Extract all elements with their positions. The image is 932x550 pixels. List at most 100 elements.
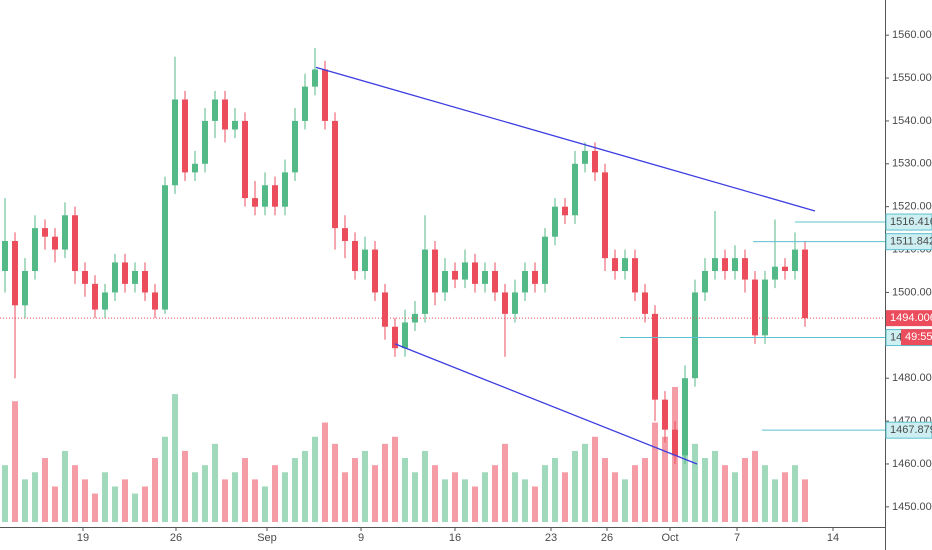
volume-bar bbox=[792, 465, 798, 522]
candle-body bbox=[332, 120, 338, 229]
x-tick-label: Oct bbox=[661, 532, 678, 544]
candle-body bbox=[112, 262, 118, 293]
volume-bar bbox=[282, 472, 288, 522]
candle-body bbox=[472, 262, 478, 284]
last-price-label: 1494.006 bbox=[890, 312, 932, 324]
volume-bar bbox=[782, 472, 788, 522]
volume-bar bbox=[562, 472, 568, 522]
y-tick-label: 1500.000 bbox=[892, 286, 932, 298]
volume-bar bbox=[112, 486, 118, 522]
candle-body bbox=[282, 172, 288, 207]
volume-bar bbox=[232, 472, 238, 522]
candle-body bbox=[512, 292, 518, 314]
volume-bar bbox=[372, 465, 378, 522]
candle-body bbox=[722, 258, 728, 272]
countdown-label: 49:55 bbox=[905, 331, 932, 343]
volume-bar bbox=[552, 458, 558, 522]
candle-body bbox=[582, 150, 588, 164]
y-tick-label: 1480.000 bbox=[892, 372, 932, 384]
candle-body bbox=[2, 240, 8, 272]
candle-body bbox=[262, 185, 268, 207]
candle-body bbox=[522, 271, 528, 293]
volume-bar bbox=[312, 436, 318, 522]
candle-body bbox=[802, 249, 808, 319]
candle-body bbox=[142, 271, 148, 293]
candle-body bbox=[532, 271, 538, 284]
volume-bar bbox=[152, 458, 158, 522]
volume-bar bbox=[162, 436, 168, 522]
volume-bar bbox=[412, 472, 418, 522]
volume-bar bbox=[362, 450, 368, 522]
volume-bar bbox=[602, 458, 608, 522]
candle-body bbox=[442, 271, 448, 293]
volume-bar bbox=[212, 443, 218, 522]
candle-body bbox=[492, 271, 498, 293]
candle-body bbox=[152, 292, 158, 310]
volume-bar bbox=[432, 465, 438, 522]
volume-bar bbox=[382, 443, 388, 522]
level-label: 1511.842 bbox=[890, 236, 932, 248]
level-label: 1467.879 bbox=[890, 424, 932, 436]
volume-bar bbox=[572, 450, 578, 522]
candle-body bbox=[242, 120, 248, 199]
candle-body bbox=[52, 236, 58, 250]
volume-bar bbox=[2, 465, 8, 522]
volume-bar bbox=[272, 465, 278, 522]
volume-bar bbox=[712, 450, 718, 522]
candle-body bbox=[202, 120, 208, 164]
candle-body bbox=[632, 258, 638, 293]
candle-body bbox=[302, 86, 308, 121]
level-label-box bbox=[885, 421, 932, 439]
level-label-box bbox=[885, 233, 932, 251]
candle-body bbox=[502, 292, 508, 314]
volume-bar bbox=[462, 479, 468, 522]
candle-body bbox=[82, 271, 88, 284]
candle-body bbox=[432, 249, 438, 293]
candle-body bbox=[552, 206, 558, 237]
candle-body bbox=[682, 378, 688, 456]
candle-body bbox=[392, 326, 398, 349]
y-tick-label: 1560.000 bbox=[892, 29, 932, 41]
volume-bar bbox=[492, 465, 498, 522]
candle-body bbox=[752, 279, 758, 336]
volume-bar bbox=[592, 436, 598, 522]
volume-bar bbox=[102, 472, 108, 522]
volume-bar bbox=[92, 493, 98, 522]
candle-body bbox=[422, 249, 428, 314]
candle-body bbox=[92, 283, 98, 310]
volume-bar bbox=[652, 422, 658, 522]
x-tick-label: 26 bbox=[601, 532, 613, 544]
y-tick-label: 1460.000 bbox=[892, 458, 932, 470]
volume-bar bbox=[752, 450, 758, 522]
volume-bar bbox=[722, 465, 728, 522]
candle-body bbox=[122, 262, 128, 284]
candle-body bbox=[692, 292, 698, 379]
trendline bbox=[394, 343, 698, 465]
volume-bar bbox=[42, 458, 48, 522]
volume-bar bbox=[352, 458, 358, 522]
candle-body bbox=[212, 99, 218, 121]
candle-body bbox=[32, 228, 38, 272]
candle-body bbox=[642, 292, 648, 314]
candle-body bbox=[312, 69, 318, 87]
candle-body bbox=[452, 271, 458, 280]
candle-body bbox=[162, 185, 168, 310]
candle-body bbox=[342, 228, 348, 241]
volume-bar bbox=[772, 479, 778, 522]
x-tick-label: 14 bbox=[827, 532, 839, 544]
volume-bar bbox=[142, 486, 148, 522]
volume-bar bbox=[732, 472, 738, 522]
candle-body bbox=[192, 163, 198, 173]
volume-bar bbox=[742, 458, 748, 522]
candle-body bbox=[652, 313, 658, 400]
x-tick-label: 19 bbox=[77, 532, 89, 544]
candle-body bbox=[132, 271, 138, 284]
last-price-box bbox=[886, 310, 932, 327]
price-axis-bg bbox=[885, 0, 932, 550]
volume-bar bbox=[452, 472, 458, 522]
candle-body bbox=[622, 258, 628, 272]
candle-body bbox=[572, 163, 578, 216]
x-tick-label: 23 bbox=[545, 532, 557, 544]
x-tick-label: Sep bbox=[257, 532, 277, 544]
